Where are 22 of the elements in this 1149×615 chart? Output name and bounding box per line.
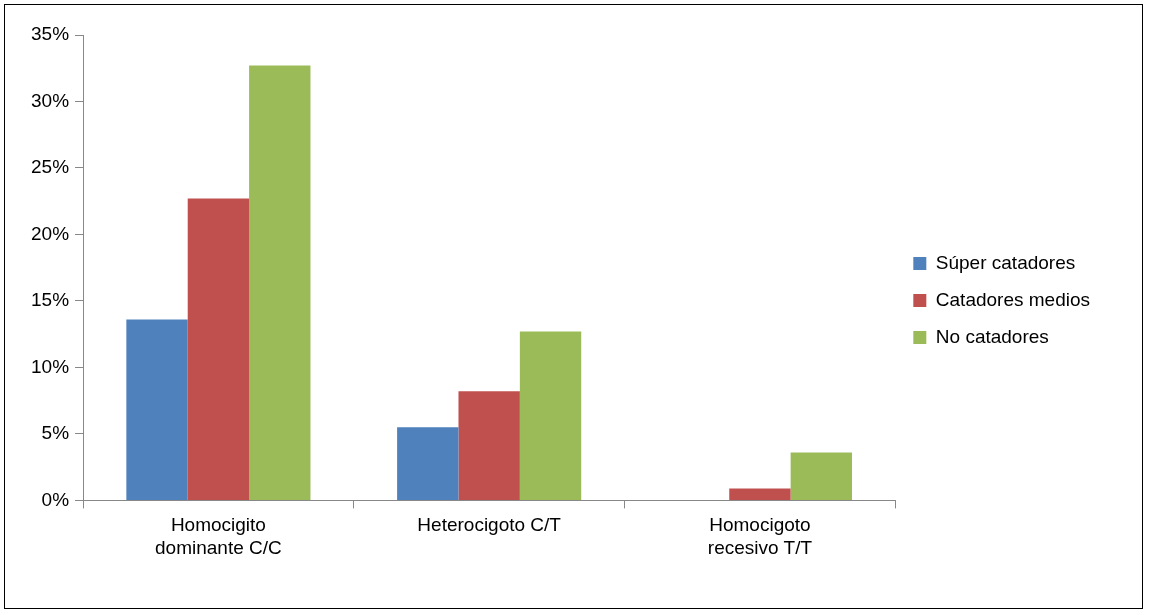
bar: [458, 391, 520, 500]
legend-label: Súper catadores: [935, 251, 1076, 273]
y-tick-label: 5%: [41, 422, 70, 444]
y-tick-label: 0%: [41, 488, 70, 510]
legend-label: No catadores: [935, 325, 1049, 347]
y-tick-label: 30%: [31, 89, 70, 111]
bar: [397, 427, 459, 500]
x-tick-label: Heterocigoto C/T: [417, 514, 562, 536]
y-tick-label: 15%: [31, 289, 70, 311]
y-tick-label: 20%: [31, 222, 70, 244]
bar: [249, 65, 311, 500]
bar: [519, 331, 582, 500]
y-tick-label: 10%: [31, 355, 70, 377]
bar: [729, 488, 791, 500]
x-tick-label: Homocigoto recesivo T/T: [707, 514, 813, 558]
bar: [187, 198, 250, 500]
bar: [126, 319, 188, 500]
y-tick-label: 25%: [31, 156, 70, 178]
legend-label: Catadores medios: [935, 288, 1091, 310]
x-tick-label: Homocigito dominante C/C: [155, 514, 282, 558]
y-tick-label: 35%: [31, 23, 70, 45]
bar: [790, 452, 852, 500]
